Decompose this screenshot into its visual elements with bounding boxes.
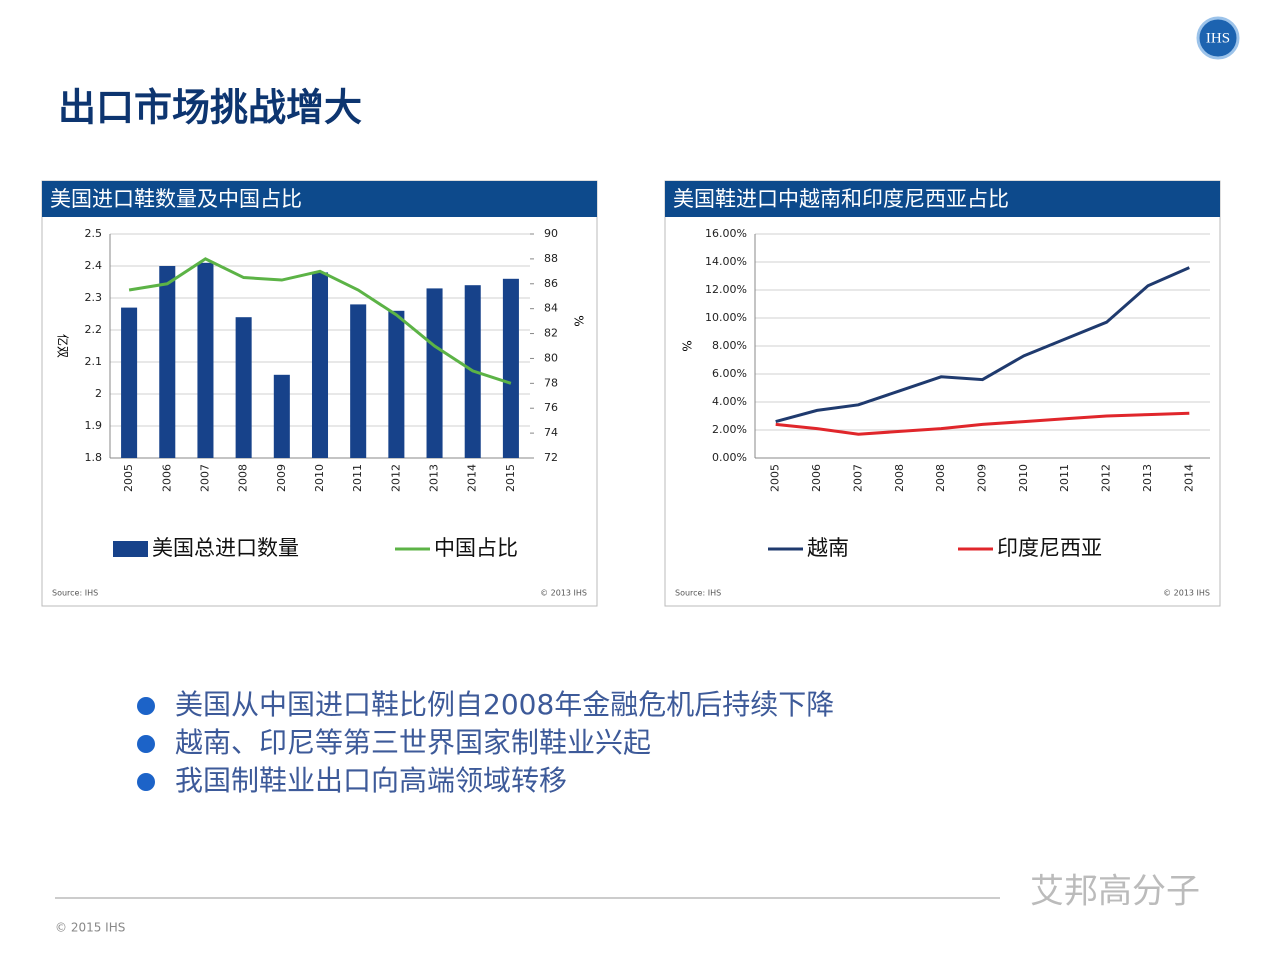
x-tick-label: 2007 (198, 464, 211, 492)
legend-label: 中国占比 (434, 536, 518, 560)
y-tick-label: 4.00% (712, 395, 747, 408)
source: Source: IHS (675, 589, 721, 598)
slide-title: 出口市场挑战增大 (58, 86, 362, 130)
x-tick-label: 2005 (769, 464, 782, 492)
bar (273, 374, 290, 458)
legend-label: 印度尼西亚 (997, 536, 1102, 560)
y2-tick-label: 82 (544, 327, 558, 340)
y2-tick-label: 86 (544, 277, 558, 290)
chart-title: 美国鞋进口中越南和印度尼西亚占比 (673, 187, 1009, 211)
y-axis-title: % (680, 340, 694, 351)
y2-tick-label: 90 (544, 227, 558, 240)
x-tick-label: 2008 (237, 464, 250, 492)
y2-tick-label: 88 (544, 252, 558, 265)
bullet-dot (137, 773, 155, 791)
y-tick-label: 2.1 (85, 355, 103, 368)
x-tick-label: 2008 (893, 464, 906, 492)
x-tick-label: 2014 (1182, 464, 1195, 492)
bullet: 我国制鞋业出口向高端领域转移 (175, 764, 567, 797)
y-tick-label: 6.00% (712, 367, 747, 380)
x-tick-label: 2009 (976, 464, 989, 492)
bar (197, 262, 214, 458)
legend-label: 越南 (807, 536, 849, 560)
legend-swatch (113, 541, 148, 557)
y-tick-label: 14.00% (705, 255, 747, 268)
x-tick-label: 2012 (389, 464, 402, 492)
y-tick-label: 1.8 (85, 451, 103, 464)
y2-tick-label: 74 (544, 426, 558, 439)
x-tick-label: 2012 (1100, 464, 1113, 492)
x-tick-label: 2005 (122, 464, 135, 492)
x-tick-label: 2011 (1058, 464, 1071, 492)
y-tick-label: 1.9 (85, 419, 103, 432)
bar (121, 307, 138, 458)
y2-tick-label: 78 (544, 376, 558, 389)
y-tick-label: 2.3 (85, 291, 103, 304)
bullet: 美国从中国进口鞋比例自2008年金融危机后持续下降 (175, 688, 834, 721)
y-tick-label: 0.00% (712, 451, 747, 464)
y2-axis-title: % (572, 315, 586, 326)
panel-header (42, 181, 597, 217)
bar (235, 317, 252, 458)
x-tick-label: 2010 (1017, 464, 1030, 492)
logo-text: IHS (1206, 30, 1230, 46)
bullet-dot (137, 697, 155, 715)
x-tick-label: 2014 (466, 464, 479, 492)
x-tick-label: 2006 (810, 464, 823, 492)
y2-tick-label: 84 (544, 302, 558, 315)
bar (502, 278, 519, 458)
line (775, 411, 1190, 436)
watermark: 艾邦高分子 (1030, 872, 1200, 912)
x-tick-label: 2013 (1141, 464, 1154, 492)
bar (426, 288, 443, 458)
y2-tick-label: 72 (544, 451, 558, 464)
y-tick-label: 2.5 (85, 227, 103, 240)
line (775, 266, 1190, 424)
panel (664, 180, 1221, 607)
y-tick-label: 2 (95, 387, 102, 400)
x-tick-label: 2007 (851, 464, 864, 492)
x-tick-label: 2010 (313, 464, 326, 492)
y-tick-label: 2.00% (712, 423, 747, 436)
x-tick-label: 2015 (504, 464, 517, 492)
copyright: © 2013 IHS (1163, 589, 1210, 598)
legend-label: 美国总进口数量 (152, 536, 299, 560)
footer: © 2015 IHS (55, 921, 125, 935)
y-tick-label: 2.2 (85, 323, 103, 336)
y-tick-label: 10.00% (705, 311, 747, 324)
panel-header (665, 181, 1220, 217)
y-axis-title: 亿双 (56, 334, 71, 358)
bar (350, 304, 367, 458)
x-tick-label: 2008 (934, 464, 947, 492)
line (128, 257, 512, 385)
copyright: © 2013 IHS (540, 589, 587, 598)
y-tick-label: 12.00% (705, 283, 747, 296)
bullet-dot (137, 735, 155, 753)
y-tick-label: 2.4 (85, 259, 103, 272)
source: Source: IHS (52, 589, 98, 598)
bar (388, 310, 405, 458)
bar (159, 266, 176, 458)
bar (311, 272, 329, 458)
x-tick-label: 2013 (428, 464, 441, 492)
x-tick-label: 2006 (160, 464, 173, 492)
chart-title: 美国进口鞋数量及中国占比 (50, 187, 302, 211)
bullet: 越南、印尼等第三世界国家制鞋业兴起 (175, 726, 651, 759)
y-tick-label: 16.00% (705, 227, 747, 240)
y2-tick-label: 80 (544, 351, 558, 364)
y2-tick-label: 76 (544, 401, 558, 414)
y-tick-label: 8.00% (712, 339, 747, 352)
logo (1196, 16, 1240, 60)
x-tick-label: 2011 (351, 464, 364, 492)
x-tick-label: 2009 (275, 464, 288, 492)
